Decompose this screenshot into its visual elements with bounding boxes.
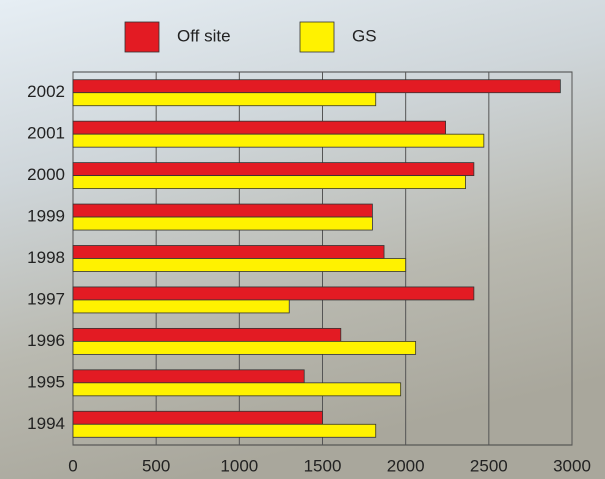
x-tick-label: 500 <box>142 456 170 475</box>
y-tick-label: 1994 <box>27 414 65 433</box>
x-tick-label: 1500 <box>304 456 342 475</box>
bar <box>72 327 342 342</box>
x-tick-label: 0 <box>68 456 77 475</box>
bar <box>72 299 290 314</box>
bar <box>72 79 561 94</box>
x-tick-label: 2500 <box>470 456 508 475</box>
bar <box>72 369 305 384</box>
bar <box>72 410 323 425</box>
bar <box>72 120 446 135</box>
bar <box>72 382 402 397</box>
bar <box>72 203 373 218</box>
legend-label: GS <box>352 26 377 45</box>
y-tick-label: 1997 <box>27 289 65 308</box>
bar <box>72 175 466 190</box>
bar <box>72 245 385 259</box>
bar <box>72 423 377 438</box>
bar <box>72 340 417 355</box>
x-tick-label: 3000 <box>553 456 591 475</box>
bar <box>72 258 407 272</box>
x-tick-label: 2000 <box>387 456 425 475</box>
y-tick-label: 1996 <box>27 331 65 350</box>
legend-swatch <box>299 21 335 53</box>
bar <box>72 216 373 231</box>
y-tick-label: 2000 <box>27 165 65 184</box>
y-tick-label: 2001 <box>27 124 65 143</box>
x-tick-label: 1000 <box>220 456 258 475</box>
y-tick-label: 2002 <box>27 82 65 101</box>
y-tick-label: 1995 <box>27 372 65 391</box>
y-tick-label: 1998 <box>27 248 65 267</box>
y-tick-label: 1999 <box>27 207 65 226</box>
bar <box>72 286 475 301</box>
legend-label: Off site <box>177 26 231 45</box>
bar <box>72 133 485 148</box>
bar <box>72 162 475 177</box>
legend-swatch <box>124 21 160 53</box>
bar <box>72 92 377 107</box>
